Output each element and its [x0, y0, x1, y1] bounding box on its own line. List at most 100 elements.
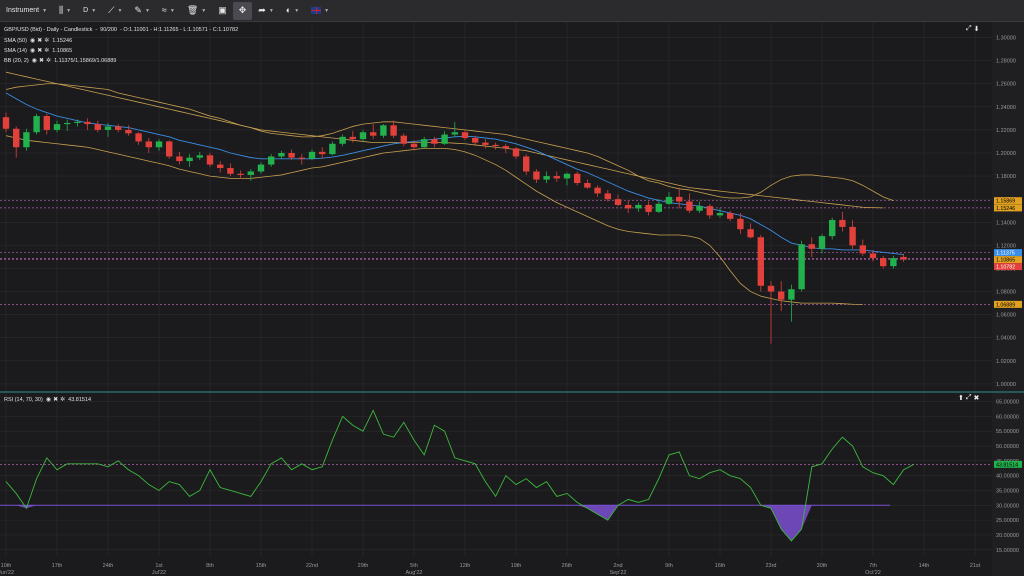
candle: [788, 284, 795, 322]
price-marker-label: 1.15246: [996, 206, 1015, 212]
rsi-legend: RSI (14, 70, 30) ◉ ✖ ✲ 43.81514: [4, 396, 91, 404]
candle: [359, 129, 367, 142]
close-icon[interactable]: ✖: [973, 395, 980, 402]
candle: [288, 149, 295, 160]
chart-type-selector[interactable]: ⫼ ▼: [53, 0, 77, 22]
bollinger-upper-band: [5, 83, 894, 202]
x-tick-label: 2nd: [613, 563, 622, 569]
instrument-selector[interactable]: Instrument ▼: [0, 0, 53, 22]
candle-body: [533, 171, 540, 180]
candle: [614, 194, 622, 207]
language-button[interactable]: ▼: [305, 0, 335, 22]
rsi-marker: 43.81514: [994, 460, 1022, 468]
candle: [308, 149, 316, 160]
candle-body: [553, 176, 560, 179]
candle-body: [206, 155, 214, 165]
price-tick-label: 1.24000: [996, 105, 1016, 111]
candle: [849, 219, 856, 249]
gear-icon[interactable]: ✲: [46, 58, 52, 64]
maximize-icon[interactable]: ⤢: [966, 25, 972, 32]
candle: [166, 140, 173, 159]
candle-body: [319, 151, 326, 155]
candle-body: [329, 143, 336, 155]
layout-button[interactable]: ▣: [212, 0, 233, 22]
close-icon[interactable]: ✖: [37, 38, 43, 44]
indicator-legend-sma14: SMA (14) ◉ ✖ ✲ 1.10865: [4, 47, 72, 55]
price-marker-background: [994, 204, 1022, 212]
line-tool-button[interactable]: ⟋ ▼: [102, 0, 128, 22]
price-marker-label: 1.15869: [996, 199, 1015, 205]
candle-body: [492, 144, 499, 147]
candle: [441, 131, 448, 145]
candle-body: [655, 203, 662, 212]
candle: [594, 185, 601, 197]
candle: [196, 151, 203, 160]
candle: [859, 239, 866, 256]
price-marker: 1.15869: [994, 197, 1022, 205]
price-tick-label: 1.00000: [996, 382, 1016, 388]
x-tick-label: 9th: [665, 563, 673, 569]
candle-body: [778, 291, 785, 300]
candle: [135, 132, 142, 145]
fit-button[interactable]: ✥: [232, 1, 253, 20]
x-tick-label: 19th: [511, 563, 522, 569]
eye-icon[interactable]: ◉: [29, 38, 36, 44]
timeframe-selector[interactable]: D ▼: [77, 0, 102, 22]
candle: [155, 139, 163, 151]
line-tool-icon: ⟋: [108, 5, 115, 15]
indicator-label: SMA (14): [4, 47, 27, 54]
delete-drawings-button[interactable]: 🗑 ▼: [181, 0, 212, 22]
chart-area[interactable]: 1.30000 1.28000 1.26000 1.24000 1.22000 1.200…: [0, 22, 1024, 576]
candle: [278, 150, 285, 159]
arrow-down-icon[interactable]: ⬇: [973, 26, 980, 33]
close-icon[interactable]: ✖: [37, 48, 43, 54]
candle-body: [74, 121, 81, 123]
gear-icon[interactable]: ✲: [60, 397, 66, 403]
eye-icon[interactable]: ◉: [45, 397, 52, 403]
candle-body: [818, 236, 826, 249]
price-tick-label: 1.08000: [996, 290, 1016, 296]
eye-icon[interactable]: ◉: [29, 48, 36, 54]
x-tick-label: 14th: [919, 563, 930, 569]
candle: [778, 281, 785, 312]
maximize-icon[interactable]: ⤢: [965, 394, 972, 401]
pattern-tool-button[interactable]: ≈ ▼: [156, 0, 181, 22]
arrow-up-icon[interactable]: ⬆: [958, 395, 964, 402]
candle: [268, 154, 275, 167]
candle-body: [839, 219, 846, 227]
candle-body: [502, 146, 509, 149]
price-tick-label: 1.26000: [996, 82, 1016, 88]
close-icon[interactable]: ✖: [53, 397, 59, 403]
candle: [104, 122, 112, 137]
chart-background: [0, 22, 1024, 576]
instrument-label: Instrument: [6, 7, 40, 14]
price-tick-label: 1.12000: [996, 243, 1016, 249]
candle-body: [268, 156, 275, 165]
candle: [676, 187, 683, 209]
candle-body: [166, 141, 173, 157]
x-tick-label: 24th: [103, 563, 114, 569]
candle: [247, 169, 254, 181]
price-marker-label: 1.10865: [996, 258, 1015, 264]
price-marker-background: [994, 256, 1022, 264]
candle: [543, 171, 550, 184]
chevron-down-icon: ▼: [201, 7, 207, 14]
chart-title: GBP/USD (Bid) - Daily - Candlestick: [4, 27, 93, 33]
candle-body: [757, 237, 764, 286]
candle: [64, 119, 71, 132]
gear-icon[interactable]: ✲: [44, 48, 50, 54]
candle-body: [604, 193, 611, 200]
share-button[interactable]: ➦ ▼: [252, 0, 280, 22]
candle-body: [145, 141, 152, 148]
close-icon[interactable]: ✖: [39, 58, 45, 64]
candle: [645, 201, 652, 216]
gear-icon[interactable]: ✲: [44, 38, 50, 44]
candle-body: [512, 148, 520, 157]
x-tick-label: 10th: [1, 563, 12, 569]
x-tick-label: 29th: [358, 563, 369, 569]
candle: [696, 201, 703, 214]
price-marker: 1.10865: [994, 256, 1022, 264]
pencil-tool-button[interactable]: ✎ ▼: [128, 0, 156, 22]
eye-icon[interactable]: ◉: [31, 58, 38, 64]
theme-button[interactable]: ◐ ▼: [280, 0, 305, 22]
